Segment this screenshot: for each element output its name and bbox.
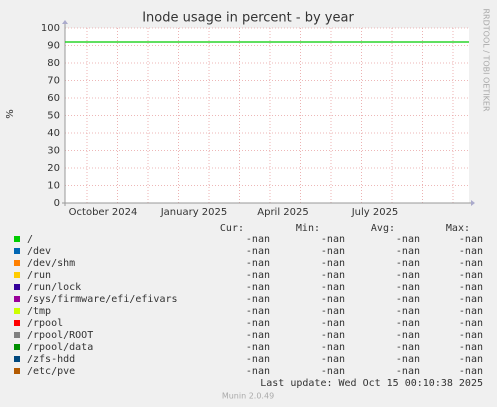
legend-stat: -nan <box>396 366 420 377</box>
legend-stat: -nan <box>321 366 345 377</box>
legend-swatch <box>14 332 20 338</box>
legend-stat: -nan <box>321 258 345 269</box>
legend-stat: -nan <box>246 282 270 293</box>
legend-stat: -nan <box>321 354 345 365</box>
legend-stat: -nan <box>246 246 270 257</box>
x-tick-label: July 2025 <box>351 207 399 218</box>
legend-swatch <box>14 356 20 362</box>
footer: Munin 2.0.49 <box>222 392 274 401</box>
legend-swatch <box>14 320 20 326</box>
legend-name: /run/lock <box>27 282 81 293</box>
legend-stat: -nan <box>459 282 483 293</box>
legend-name: /rpool/data <box>27 342 93 353</box>
legend-stat: -nan <box>321 294 345 305</box>
legend-stat: -nan <box>459 294 483 305</box>
legend-stat: -nan <box>396 294 420 305</box>
legend-stat: -nan <box>321 342 345 353</box>
x-arrow <box>471 200 475 206</box>
legend-name: /run <box>27 270 51 281</box>
legend-stat: -nan <box>321 234 345 245</box>
legend-stat: -nan <box>396 342 420 353</box>
legend-stat: -nan <box>459 246 483 257</box>
legend-stat: -nan <box>246 342 270 353</box>
legend-stat: -nan <box>246 318 270 329</box>
legend-name: /zfs-hdd <box>27 354 75 365</box>
legend-stat: -nan <box>396 354 420 365</box>
legend-stat: -nan <box>396 330 420 341</box>
legend-stat: -nan <box>321 306 345 317</box>
y-tick-label: 10 <box>47 181 60 192</box>
side-label: RRDTOOL / TOBI OETIKER <box>482 8 491 111</box>
y-tick-label: 40 <box>47 128 60 139</box>
legend-header: Avg: <box>371 223 395 234</box>
y-axis-label: % <box>5 109 16 119</box>
legend-stat: -nan <box>321 282 345 293</box>
legend-name: /tmp <box>27 306 51 317</box>
y-tick-label: 30 <box>47 146 60 157</box>
legend-swatch <box>14 308 20 314</box>
legend-stat: -nan <box>459 234 483 245</box>
x-tick-label: April 2025 <box>257 207 308 218</box>
y-tick-label: 50 <box>47 111 60 122</box>
y-tick-label: 90 <box>47 41 60 52</box>
legend-stat: -nan <box>246 354 270 365</box>
last-update: Last update: Wed Oct 15 00:10:38 2025 <box>260 378 483 389</box>
legend-swatch <box>14 368 20 374</box>
chart-title: Inode usage in percent - by year <box>142 11 354 26</box>
legend-stat: -nan <box>459 306 483 317</box>
legend-header: Cur: <box>220 223 244 234</box>
legend-stat: -nan <box>246 294 270 305</box>
legend-swatch <box>14 260 20 266</box>
legend-stat: -nan <box>396 282 420 293</box>
legend-stat: -nan <box>321 330 345 341</box>
legend-stat: -nan <box>459 318 483 329</box>
y-tick-label: 70 <box>47 76 60 87</box>
legend-stat: -nan <box>396 306 420 317</box>
legend-stat: -nan <box>321 246 345 257</box>
legend-swatch <box>14 284 20 290</box>
legend-stat: -nan <box>321 270 345 281</box>
y-tick-label: 0 <box>54 198 60 209</box>
legend-stat: -nan <box>396 258 420 269</box>
legend-stat: -nan <box>459 330 483 341</box>
legend-stat: -nan <box>321 318 345 329</box>
legend-stat: -nan <box>396 318 420 329</box>
legend-swatch <box>14 248 20 254</box>
legend-name: / <box>27 234 33 245</box>
legend-header: Max: <box>446 223 470 234</box>
legend-stat: -nan <box>246 270 270 281</box>
legend-stat: -nan <box>459 270 483 281</box>
legend-swatch <box>14 296 20 302</box>
legend-name: /rpool <box>27 318 63 329</box>
legend-stat: -nan <box>396 270 420 281</box>
legend-stat: -nan <box>246 234 270 245</box>
legend-stat: -nan <box>459 366 483 377</box>
legend-name: /rpool/ROOT <box>27 330 93 341</box>
y-tick-label: 60 <box>47 93 60 104</box>
x-tick-label: October 2024 <box>69 207 138 218</box>
legend-name: /etc/pve <box>27 366 75 377</box>
y-arrow <box>62 20 68 24</box>
legend-stat: -nan <box>246 366 270 377</box>
legend-stat: -nan <box>459 258 483 269</box>
legend-swatch <box>14 344 20 350</box>
legend-stat: -nan <box>396 234 420 245</box>
y-tick-label: 80 <box>47 58 60 69</box>
legend-name: /sys/firmware/efi/efivars <box>27 294 178 305</box>
legend-header: Min: <box>296 223 320 234</box>
legend-stat: -nan <box>246 306 270 317</box>
y-tick-label: 100 <box>41 23 60 34</box>
legend-stat: -nan <box>459 342 483 353</box>
legend-swatch <box>14 236 20 242</box>
y-tick-label: 20 <box>47 163 60 174</box>
legend-stat: -nan <box>246 258 270 269</box>
x-tick-label: January 2025 <box>160 207 228 218</box>
legend-stat: -nan <box>459 354 483 365</box>
legend-stat: -nan <box>246 330 270 341</box>
legend-name: /dev <box>27 246 51 257</box>
legend-stat: -nan <box>396 246 420 257</box>
legend-swatch <box>14 272 20 278</box>
legend-name: /dev/shm <box>27 258 75 269</box>
